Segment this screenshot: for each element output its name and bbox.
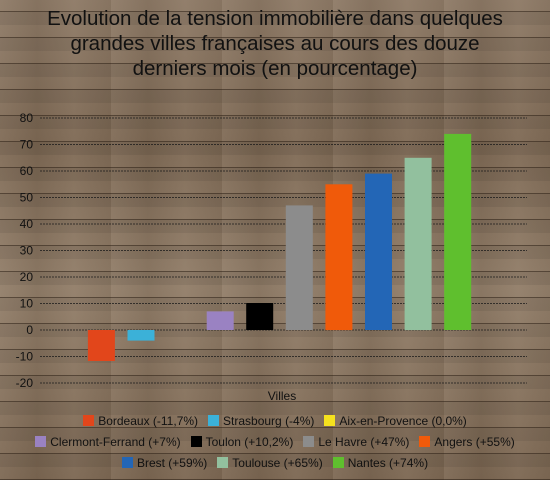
legend-label: Toulouse (+65%): [232, 455, 323, 470]
bars: [87, 133, 472, 361]
chart-title-line-1: Evolution de la tension immobilière dans…: [47, 7, 503, 30]
legend-item[interactable]: Angers (+55%): [419, 434, 515, 449]
y-tick-label: 50: [20, 191, 34, 205]
legend-row: Brest (+59%) Toulouse (+65%) Nantes (+74%): [0, 452, 550, 473]
bar: [127, 330, 155, 341]
legend-swatch: [332, 457, 344, 468]
legend-label: Strasbourg (-4%): [223, 413, 315, 428]
legend-item[interactable]: Aix-en-Provence (0,0%): [324, 413, 467, 428]
legend: Bordeaux (-11,7%) Strasbourg (-4%) Aix-en-…: [0, 410, 550, 473]
legend-swatch: [190, 436, 202, 447]
legend-label: Le Havre (+47%): [318, 434, 410, 449]
y-tick-label: 10: [20, 297, 34, 311]
legend-item[interactable]: Strasbourg (-4%): [208, 414, 314, 428]
bar: [444, 133, 472, 330]
legend-label: Clermont-Ferrand (+7%): [50, 434, 181, 449]
y-tick-label: -20: [16, 376, 34, 390]
legend-item[interactable]: Clermont-Ferrand (+7%): [35, 434, 181, 449]
x-axis-label: Villes: [268, 389, 296, 403]
legend-label: Brest (+59%): [136, 455, 208, 470]
legend-label: Angers (+55%): [434, 434, 515, 449]
y-axis-ticks: 80 70 60 50 40 30 20 10 0 -10 -20: [16, 111, 34, 390]
chart-title: Evolution de la tension immobilière dans…: [0, 6, 550, 81]
y-tick-label: -10: [16, 350, 34, 364]
bar: [285, 205, 313, 330]
legend-row: Clermont-Ferrand (+7%) Toulon (+10,2%) Le …: [0, 431, 550, 452]
legend-swatch: [303, 436, 315, 447]
chart-title-line-3: derniers mois (en pourcentage): [132, 57, 418, 80]
legend-swatch: [217, 457, 229, 468]
y-tick-label: 40: [20, 217, 34, 231]
bar: [404, 157, 432, 331]
y-tick-label: 30: [20, 244, 34, 258]
bar: [246, 303, 274, 330]
y-tick-label: 0: [26, 323, 33, 337]
y-tick-label: 60: [20, 164, 34, 178]
legend-item[interactable]: Brest (+59%): [121, 455, 208, 470]
legend-item[interactable]: Le Havre (+47%): [303, 435, 409, 449]
legend-item[interactable]: Toulon (+10,2%): [190, 434, 294, 449]
y-tick-label: 80: [20, 111, 34, 125]
legend-swatch: [208, 415, 220, 426]
bar: [87, 330, 115, 361]
legend-swatch: [35, 436, 47, 447]
legend-label: Aix-en-Provence (0,0%): [339, 413, 467, 428]
legend-swatch: [419, 436, 431, 447]
legend-swatch: [121, 457, 133, 468]
bar: [365, 173, 392, 330]
legend-label: Bordeaux (-11,7%): [98, 413, 199, 428]
chart-title-line-2: grandes villes françaises au cours des d…: [70, 32, 480, 55]
y-tick-label: 70: [20, 138, 34, 152]
y-tick-label: 20: [20, 270, 34, 284]
legend-row: Bordeaux (-11,7%) Strasbourg (-4%) Aix-en-…: [0, 410, 550, 431]
legend-item[interactable]: Bordeaux (-11,7%): [83, 414, 198, 428]
legend-item[interactable]: Toulouse (+65%): [217, 455, 323, 470]
legend-label: Toulon (+10,2%): [205, 434, 294, 449]
bar: [325, 184, 353, 331]
bar: [206, 311, 234, 330]
legend-item[interactable]: Nantes (+74%): [332, 455, 429, 470]
legend-swatch: [83, 415, 95, 426]
legend-label: Nantes (+74%): [347, 455, 429, 470]
legend-swatch: [324, 415, 336, 426]
